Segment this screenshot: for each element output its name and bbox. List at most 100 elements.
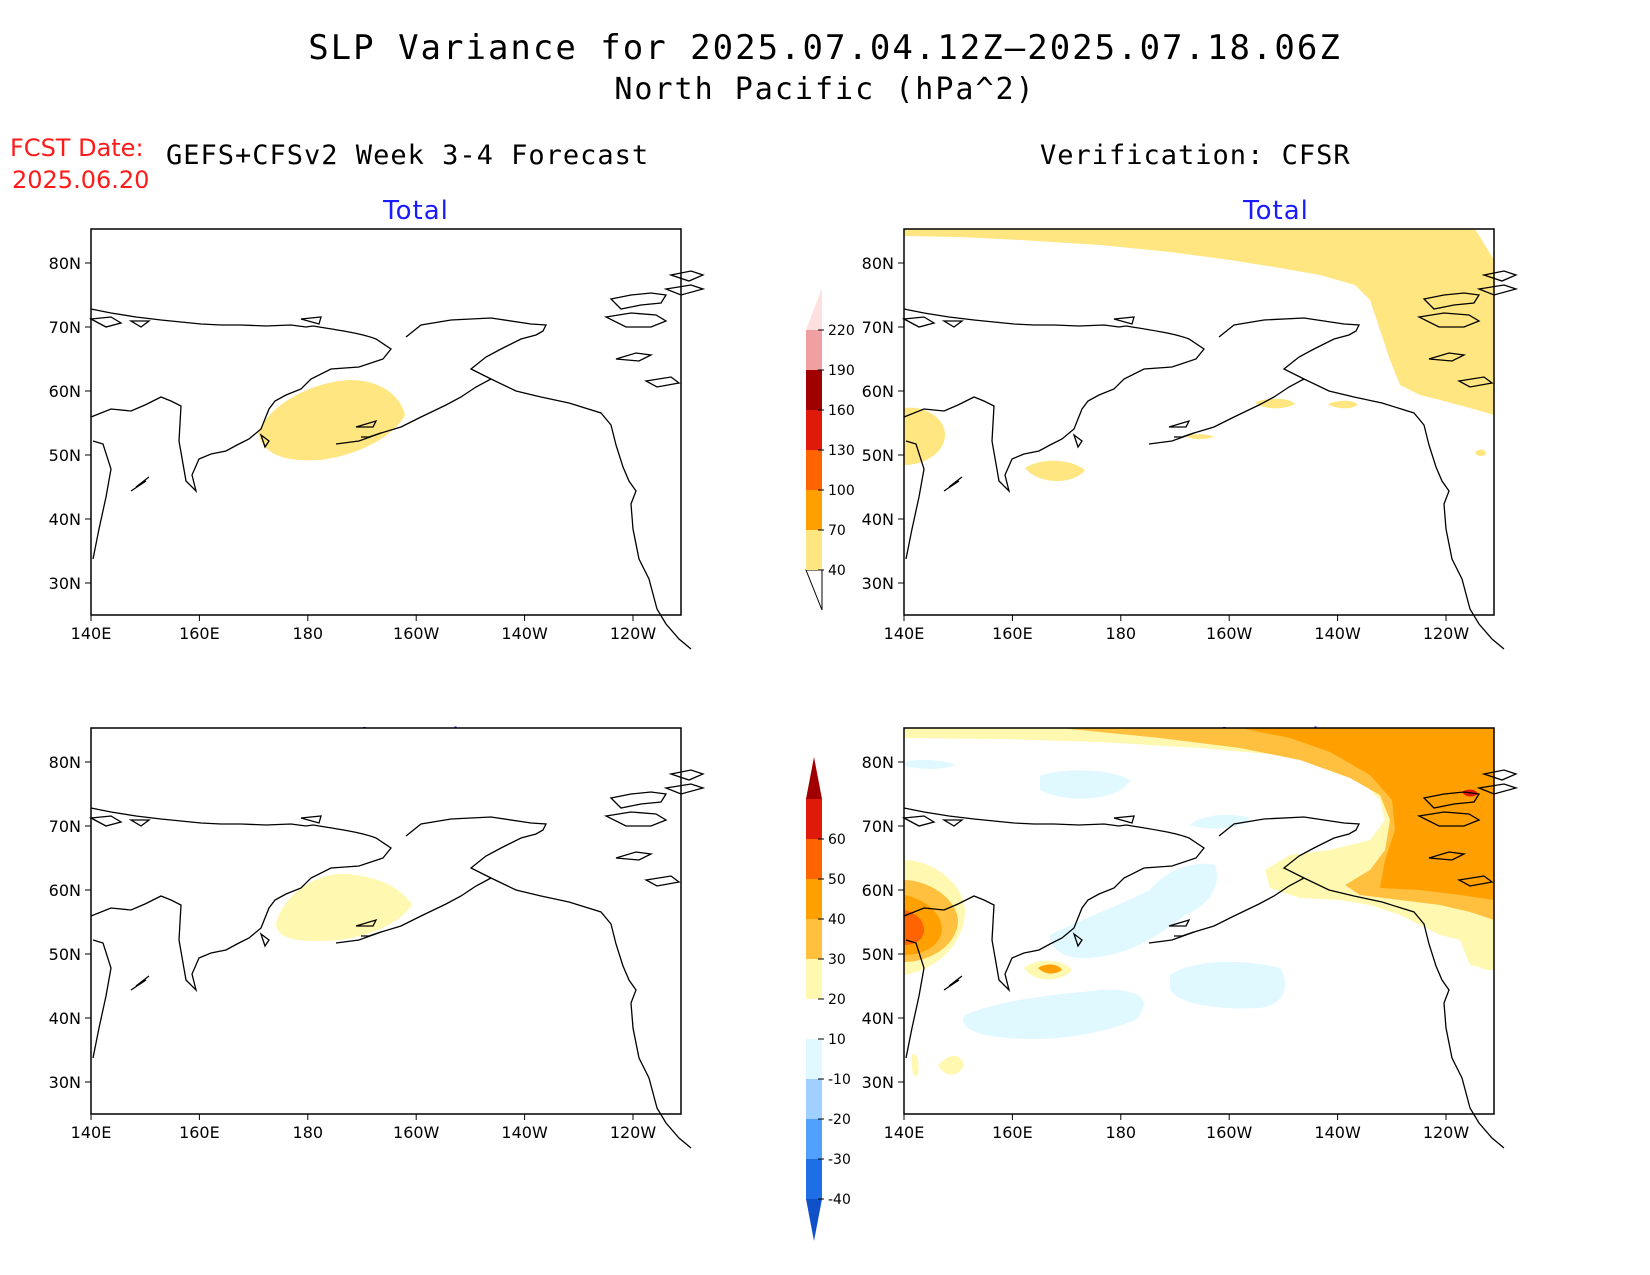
axes-verification-total: 140E 160E 180 160W 140W 120W 80N 70N 60N 50N 40N 30… [862, 254, 1470, 643]
colorbar-anomaly-swatch [806, 1079, 822, 1119]
colorbar-anomaly-swatch [806, 879, 822, 919]
frame-forecast-anomaly [90, 727, 682, 1115]
axes-forecast-total: 140E 160E 180 160W 140W 120W 80N 70N 60N 50N 40N 30… [49, 254, 657, 643]
lon-tick-label: 120W [1423, 1123, 1470, 1142]
lon-tick-label: 120W [1423, 624, 1470, 643]
colorbar-anomaly-label: -40 [828, 1192, 851, 1208]
lat-tick-label: 60N [862, 382, 894, 401]
forecast-date-label: FCST Date: [10, 134, 144, 162]
forecast-date-value: 2025.06.20 [12, 166, 150, 194]
lon-tick-label: 160W [1206, 624, 1253, 643]
lat-tick-label: 30N [862, 574, 894, 593]
colorbar-anomaly-swatch [806, 799, 822, 839]
frame-verification-total [903, 228, 1495, 616]
colorbar-total-upper-arrow [806, 288, 822, 330]
lon-tick-label: 160E [992, 1123, 1033, 1142]
colorbar-anomaly-label: 60 [828, 832, 846, 848]
lat-tick-label: 80N [862, 753, 894, 772]
lat-tick-label: 80N [862, 254, 894, 273]
lon-tick-label: 160E [992, 624, 1033, 643]
colorbar-total-label: 40 [828, 563, 846, 579]
colorbar-total-label: 220 [828, 323, 855, 339]
lon-tick-label: 160E [179, 1123, 220, 1142]
lon-tick-label: 120W [610, 1123, 657, 1142]
lat-tick-label: 70N [49, 318, 81, 337]
contours-forecast-total [258, 380, 405, 461]
lon-tick-label: 140W [501, 624, 548, 643]
lon-tick-label: 180 [293, 1123, 324, 1142]
colorbar-anomaly-swatch [806, 1039, 822, 1079]
colorbar-total-swatch [806, 410, 822, 450]
lon-tick-label: 180 [293, 624, 324, 643]
lat-tick-label: 60N [49, 382, 81, 401]
lat-tick-label: 30N [49, 574, 81, 593]
lat-tick-label: 40N [862, 510, 894, 529]
panel-verification-total: 140E 160E 180 160W 140W 120W 80N 70N 60N 50N 40N 30… [862, 228, 1517, 650]
lat-tick-label: 50N [49, 945, 81, 964]
panel-forecast-anomaly: 140E 160E 180 160W 140W 120W 80N 70N 60N 50N 40N 30… [49, 727, 704, 1149]
lon-tick-label: 160W [393, 624, 440, 643]
lat-tick-label: 80N [49, 254, 81, 273]
colorbar-anomaly-swatch [806, 1119, 822, 1159]
axes-verification-anomaly: 140E 160E 180 160W 140W 120W 80N 70N 60N 50N 40N 30… [862, 753, 1470, 1142]
lat-tick-label: 70N [49, 817, 81, 836]
lon-tick-label: 120W [610, 624, 657, 643]
colorbar-total-swatch [806, 330, 822, 370]
lon-tick-label: 160W [393, 1123, 440, 1142]
panel-verification-anomaly: 140E 160E 180 160W 140W 120W 80N 70N 60N 50N 40N 30… [862, 727, 1517, 1149]
lat-tick-label: 40N [862, 1009, 894, 1028]
lat-tick-label: 50N [862, 446, 894, 465]
colorbar-total-label: 70 [828, 523, 846, 539]
colorbar-anomaly-label: 20 [828, 992, 846, 1008]
lat-tick-label: 60N [862, 881, 894, 900]
colorbar-total-swatch [806, 530, 822, 570]
lon-tick-label: 160W [1206, 1123, 1253, 1142]
lat-tick-label: 40N [49, 510, 81, 529]
colorbar-anomaly-label: 40 [828, 912, 846, 928]
lat-tick-label: 70N [862, 817, 894, 836]
lon-tick-label: 140E [71, 1123, 112, 1142]
panel-title-verification-total: Total [1243, 196, 1309, 226]
colorbar-anomaly-label: 10 [828, 1032, 846, 1048]
colorbar-total-swatch [806, 370, 822, 410]
lat-tick-label: 50N [49, 446, 81, 465]
colorbar-anomaly-upper-arrow [806, 757, 822, 799]
colorbar-anomaly-label: -10 [828, 1072, 851, 1088]
lat-tick-label: 60N [49, 881, 81, 900]
colorbar-anomaly-label: 50 [828, 872, 846, 888]
colorbar-total-label: 100 [828, 483, 855, 499]
panel-forecast-total: 140E 160E 180 160W 140W 120W 80N 70N 60N 50N 40N 30… [49, 228, 704, 650]
lon-tick-label: 140E [884, 1123, 925, 1142]
lon-tick-label: 180 [1106, 1123, 1137, 1142]
colorbar-anomaly: 60 50 40 30 20 10 -10 -20 -30 -40 [806, 757, 851, 1241]
colorbar-total-label: 130 [828, 443, 855, 459]
frame-forecast-total [90, 228, 682, 616]
colorbar-anomaly-swatch [806, 839, 822, 879]
figure-subtitle: North Pacific (hPa^2) [614, 72, 1036, 107]
colorbar-anomaly-swatch [806, 919, 822, 959]
colorbar-anomaly-swatch [806, 959, 822, 999]
colorbar-total-swatch [806, 490, 822, 530]
frame-verification-anomaly [903, 727, 1495, 1115]
lon-tick-label: 140E [71, 624, 112, 643]
lon-tick-label: 180 [1106, 624, 1137, 643]
colorbar-anomaly-swatch [806, 1159, 822, 1199]
colorbar-anomaly-label: -20 [828, 1112, 851, 1128]
lat-tick-label: 30N [49, 1073, 81, 1092]
contours-verification-total [904, 229, 1494, 481]
lat-tick-label: 50N [862, 945, 894, 964]
lat-tick-label: 80N [49, 753, 81, 772]
lon-tick-label: 140W [1314, 1123, 1361, 1142]
colorbar-anomaly-lower-arrow [806, 1199, 822, 1241]
colorbar-anomaly-swatch [806, 999, 822, 1039]
figure-title: SLP Variance for 2025.07.04.12Z—2025.07.… [308, 28, 1342, 68]
axes-forecast-anomaly: 140E 160E 180 160W 140W 120W 80N 70N 60N 50N 40N 30… [49, 753, 657, 1142]
forecast-column-title: GEFS+CFSv2 Week 3-4 Forecast [166, 140, 650, 171]
lon-tick-label: 160E [179, 624, 220, 643]
lat-tick-label: 30N [862, 1073, 894, 1092]
contours-forecast-anomaly [276, 874, 412, 942]
colorbar-total: 40 70 100 130 160 190 220 [805, 288, 855, 611]
colorbar-anomaly-label: 30 [828, 952, 846, 968]
lat-tick-label: 70N [862, 318, 894, 337]
